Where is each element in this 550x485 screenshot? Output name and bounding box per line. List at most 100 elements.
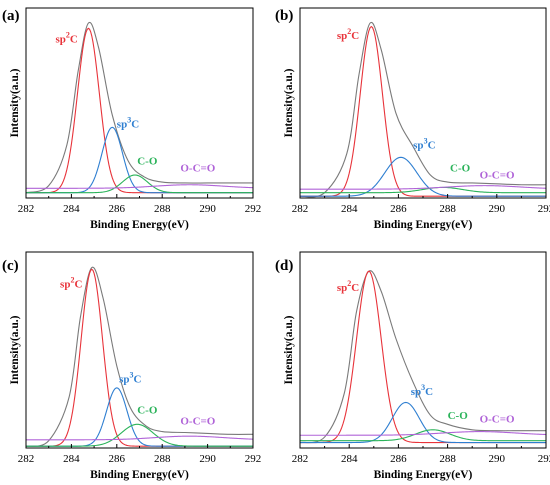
series-envelope-line xyxy=(26,21,253,194)
series-sp3c-line xyxy=(300,156,546,197)
panel-c: 282 284 286 288 290 292 Binding Energy(eV) Inte… xyxy=(2,251,262,481)
annotation-tail: C xyxy=(428,140,436,152)
annotation-superscript: 2 xyxy=(347,27,351,36)
annotation-superscript: 2 xyxy=(347,279,351,288)
panel-d: 282 284 286 288 290 292 Binding Energy(eV) Inte… xyxy=(275,251,550,481)
y-axis-label: Intensity(a.u.) xyxy=(9,315,21,384)
annotation-tail: C xyxy=(74,279,82,291)
peak-annotation: O-C=O xyxy=(180,415,215,427)
x-tick-label: 292 xyxy=(538,453,550,465)
peak-annotation: sp2C xyxy=(60,276,82,291)
x-tick-label: 290 xyxy=(489,203,506,215)
panel-b: 282 284 286 288 290 292 Binding Energy(eV) Inte… xyxy=(275,7,550,231)
annotation-superscript: 3 xyxy=(424,137,428,146)
annotation-main: sp xyxy=(413,140,423,152)
x-tick-label: 288 xyxy=(154,453,171,465)
annotation-main: C-O xyxy=(450,162,471,174)
peak-annotation: sp2C xyxy=(337,27,359,42)
x-tick-label: 284 xyxy=(341,203,358,215)
peak-annotation: C-O xyxy=(137,404,158,416)
peak-annotation: O-C=O xyxy=(480,413,515,425)
series-sp3c-line xyxy=(300,401,546,444)
x-tick-label: 292 xyxy=(245,453,262,465)
annotation-main: sp xyxy=(411,386,421,398)
annotation-tail: C xyxy=(351,282,359,294)
x-tick-label: 286 xyxy=(390,453,407,465)
x-tick-label: 284 xyxy=(341,453,358,465)
series-sp2c-line xyxy=(26,27,253,194)
y-axis-label: Intensity(a.u.) xyxy=(283,315,295,384)
x-tick-label: 290 xyxy=(199,453,216,465)
annotation-superscript: 2 xyxy=(66,31,70,40)
series-o-c-o-line xyxy=(26,184,253,189)
y-axis-label: Intensity(a.u.) xyxy=(283,68,295,137)
annotation-main: sp xyxy=(117,118,127,130)
annotation-main: O-C=O xyxy=(480,413,515,425)
annotation-main: sp xyxy=(56,34,66,46)
x-axis-label: Binding Energy(eV) xyxy=(374,469,473,481)
series-c-o-line xyxy=(300,429,546,442)
annotation-superscript: 3 xyxy=(127,115,131,124)
annotation-main: O-C=O xyxy=(480,170,515,182)
series-envelope-line xyxy=(26,266,253,447)
x-axis-label: Binding Energy(eV) xyxy=(90,469,189,481)
x-tick-label: 284 xyxy=(63,453,80,465)
panel-label: (c) xyxy=(2,258,19,274)
x-tick-label: 290 xyxy=(199,203,216,215)
peak-annotation: sp2C xyxy=(337,279,359,294)
x-axis-label: Binding Energy(eV) xyxy=(374,219,473,231)
x-tick-label: 292 xyxy=(538,203,550,215)
x-tick-label: 282 xyxy=(18,203,35,215)
x-axis-label: Binding Energy(eV) xyxy=(90,219,189,231)
annotation-main: C-O xyxy=(448,410,469,422)
annotation-main: O-C=O xyxy=(180,162,215,174)
annotation-main: O-C=O xyxy=(180,415,215,427)
peak-annotation: C-O xyxy=(448,410,469,422)
y-axis-label: Intensity(a.u.) xyxy=(9,68,21,137)
series-o-c-o-line xyxy=(26,435,253,441)
x-tick-label: 288 xyxy=(439,203,456,215)
annotation-tail: C xyxy=(351,30,359,42)
annotation-main: C-O xyxy=(137,404,158,416)
peak-annotation: sp2C xyxy=(56,31,78,46)
series-c-o-line xyxy=(26,423,253,447)
x-tick-label: 282 xyxy=(292,453,309,465)
annotation-tail: C xyxy=(425,386,433,398)
x-tick-label: 288 xyxy=(154,203,171,215)
x-tick-label: 282 xyxy=(18,453,35,465)
annotation-main: sp xyxy=(119,373,129,385)
series-c-o-line xyxy=(26,174,253,194)
x-tick-label: 286 xyxy=(109,203,126,215)
annotation-main: sp xyxy=(60,279,70,291)
series-sp2c-line xyxy=(26,268,253,447)
peak-annotation: sp3C xyxy=(119,370,141,385)
annotation-tail: C xyxy=(133,373,141,385)
x-tick-label: 292 xyxy=(245,203,262,215)
x-tick-label: 284 xyxy=(63,203,80,215)
x-tick-label: 288 xyxy=(439,453,456,465)
annotation-main: sp xyxy=(337,30,347,42)
panel-label: (a) xyxy=(2,8,20,24)
x-tick-label: 286 xyxy=(109,453,126,465)
panel-label: (d) xyxy=(275,258,293,274)
panel-label: (b) xyxy=(275,8,293,24)
annotation-main: C-O xyxy=(137,155,158,167)
annotation-main: sp xyxy=(337,282,347,294)
annotation-superscript: 3 xyxy=(421,383,425,392)
peak-annotation: sp3C xyxy=(117,115,139,130)
annotation-tail: C xyxy=(70,34,78,46)
x-tick-label: 290 xyxy=(489,453,506,465)
annotation-tail: C xyxy=(131,118,139,130)
series-envelope-line xyxy=(300,270,546,444)
series-c-o-line xyxy=(300,186,546,194)
peak-annotation: sp3C xyxy=(413,137,435,152)
peak-annotation: O-C=O xyxy=(480,170,515,182)
series-envelope-line xyxy=(300,21,546,198)
peak-annotation: sp3C xyxy=(411,383,433,398)
series-o-c-o-line xyxy=(300,431,546,436)
peak-annotation: O-C=O xyxy=(180,162,215,174)
panel-a: 282 284 286 288 290 292 Binding Energy(eV) Inte… xyxy=(2,7,262,231)
peak-annotation: C-O xyxy=(450,162,471,174)
series-o-c-o-line xyxy=(300,185,546,190)
